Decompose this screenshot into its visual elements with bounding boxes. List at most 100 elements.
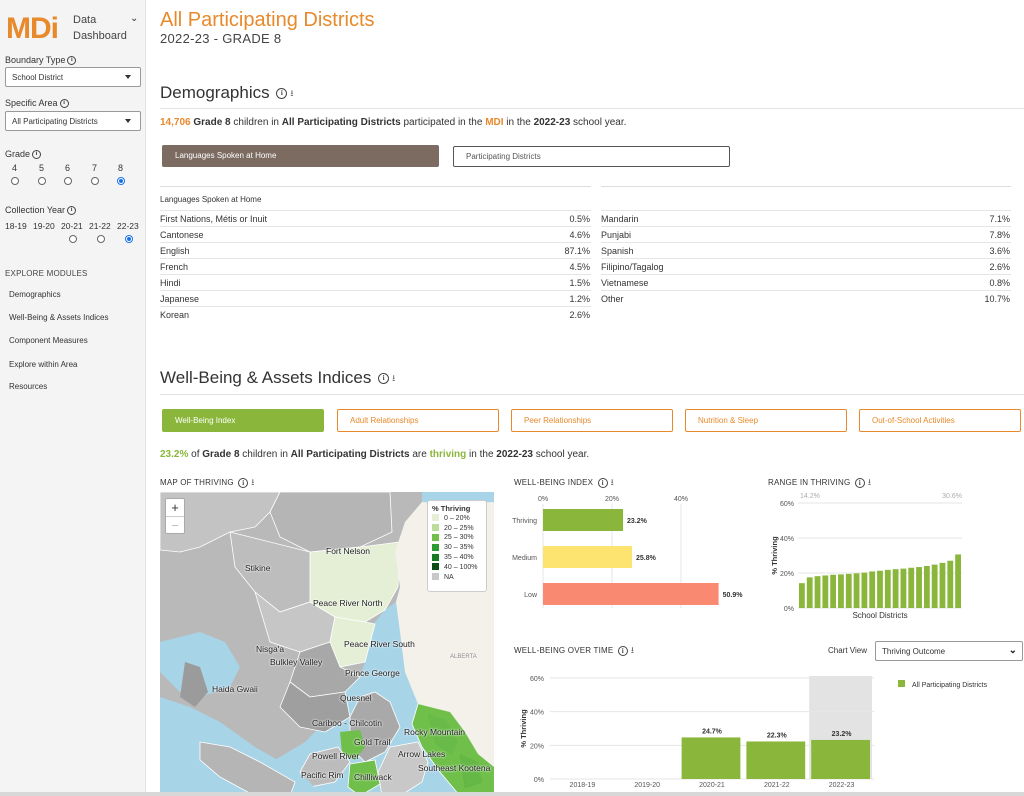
info-icon[interactable]: i	[59, 99, 69, 109]
y-tick-label: 40%	[530, 710, 544, 717]
grade-radio-6[interactable]	[64, 177, 72, 185]
legend-swatch	[432, 514, 439, 522]
info-icon[interactable]: i	[378, 373, 390, 385]
download-icon[interactable]: ⭳	[251, 477, 255, 487]
language-percent: 3.6%	[989, 246, 1010, 256]
dropdown-arrow-icon	[125, 119, 131, 123]
category-label: Thriving	[512, 518, 537, 525]
legend-entry: 30 – 35%	[432, 543, 482, 553]
specific-area-select[interactable]: All Participating Districts	[5, 111, 141, 131]
language-name: Other	[601, 294, 624, 304]
legend-entry: 20 – 25%	[432, 524, 482, 534]
nav-explore-within-area[interactable]: Explore within Area	[9, 360, 78, 369]
tab-peer-relationships[interactable]: Peer Relationships	[511, 409, 673, 432]
data-label: 22.3%	[767, 732, 788, 739]
map-label: Peace River North	[313, 598, 383, 608]
category-label: Low	[524, 592, 538, 599]
dropdown-arrow-icon	[125, 75, 131, 79]
year-radio-22-23[interactable]	[125, 235, 133, 243]
tab-nutrition-sleep[interactable]: Nutrition & Sleep	[685, 409, 847, 432]
grade-option-label: 6	[65, 163, 71, 173]
info-icon[interactable]: i	[597, 478, 608, 488]
map-label: Peace River South	[344, 639, 415, 649]
grade-radio-7[interactable]	[91, 177, 99, 185]
range-bar	[884, 569, 891, 608]
grade-radio-4[interactable]	[11, 177, 19, 185]
legend-swatch	[432, 553, 439, 561]
language-percent: 7.1%	[989, 214, 1010, 224]
info-icon[interactable]: i	[276, 88, 288, 100]
zoom-in-button[interactable]: +	[171, 500, 179, 515]
language-name: Japanese	[160, 294, 200, 304]
thriving-map[interactable]: Fort Nelson Stikine Peace River North Ni…	[160, 492, 494, 796]
info-icon[interactable]: i	[238, 478, 249, 488]
legend-label: 35 – 40%	[444, 553, 474, 561]
y-tick-label: 0%	[784, 606, 794, 613]
language-name: Spanish	[601, 246, 634, 256]
nav-resources[interactable]: Resources	[9, 382, 48, 391]
language-percent: 0.8%	[989, 278, 1010, 288]
legend-entry: NA	[432, 573, 482, 583]
year-radio-20-21[interactable]	[69, 235, 77, 243]
divider	[160, 108, 1024, 109]
info-icon[interactable]: i	[67, 56, 77, 66]
language-name: Vietnamese	[601, 278, 649, 288]
map-label: Powell River	[312, 751, 360, 761]
time-title: WELL-BEING OVER TIME i ⭳	[514, 643, 634, 659]
tab-participating-districts[interactable]: Participating Districts	[453, 146, 730, 167]
table-row: English 87.1%	[160, 242, 591, 258]
legend-swatch	[432, 524, 439, 532]
legend-swatch	[898, 680, 905, 687]
download-icon[interactable]: ⭳	[610, 477, 615, 487]
chart-view-select[interactable]: Thriving Outcome ⌄	[875, 641, 1023, 661]
download-icon[interactable]: ⭳	[392, 372, 396, 383]
collection-year-label: Collection Year i	[5, 205, 77, 216]
info-icon[interactable]: i	[32, 150, 42, 160]
x-tick-label: 20%	[605, 496, 619, 503]
map-label: Southeast Kootena	[418, 763, 491, 773]
tab-languages-spoken[interactable]: Languages Spoken at Home	[162, 145, 439, 167]
chart-view-label: Chart View	[828, 646, 867, 655]
legend-entry: 40 – 100%	[432, 563, 482, 573]
range-bar	[947, 560, 954, 608]
info-icon[interactable]: i	[617, 646, 628, 656]
range-bar	[908, 567, 915, 608]
table-row: Cantonese 4.6%	[160, 226, 591, 242]
table-header	[601, 186, 1011, 210]
legend-label: NA	[444, 573, 454, 581]
language-name: Hindi	[160, 278, 181, 288]
nav-demographics[interactable]: Demographics	[9, 290, 61, 299]
y-tick-label: 60%	[530, 676, 544, 683]
tab-adult-relationships[interactable]: Adult Relationships	[337, 409, 499, 432]
time-bar	[811, 739, 870, 779]
legend-swatch	[432, 543, 439, 551]
nav-component-measures[interactable]: Component Measures	[9, 336, 88, 345]
range-bar	[814, 576, 821, 608]
legend-label: 20 – 25%	[444, 524, 474, 532]
chevron-down-icon[interactable]: ⌄	[130, 13, 139, 24]
language-percent: 2.6%	[989, 262, 1010, 272]
sidebar: MDi Data Dashboard ⌄ Boundary Type i Scho…	[0, 0, 146, 796]
year-radio-21-22[interactable]	[97, 235, 105, 243]
grade-radio-5[interactable]	[38, 177, 46, 185]
map-legend: % Thriving 0 – 20% 20 – 25% 25 – 30% 30 – 3…	[427, 500, 487, 592]
boundary-type-select[interactable]: School District	[5, 67, 141, 87]
time-bar	[746, 741, 806, 779]
zoom-out-button[interactable]: −	[166, 516, 184, 533]
category-label: Medium	[512, 555, 537, 562]
download-icon[interactable]: ⭳	[630, 645, 635, 655]
download-icon[interactable]: ⭳	[290, 87, 294, 98]
table-row: Punjabi 7.8%	[601, 226, 1011, 242]
nav-well-being-assets[interactable]: Well-Being & Assets Indices	[9, 313, 109, 322]
info-icon[interactable]: i	[854, 478, 865, 488]
info-icon[interactable]: i	[67, 206, 77, 216]
range-bar	[861, 572, 868, 608]
legend-swatch	[432, 534, 439, 542]
download-icon[interactable]: ⭳	[867, 477, 872, 487]
tab-out-of-school-activities[interactable]: Out-of-School Activities	[859, 409, 1021, 432]
x-tick-label: 2021-22	[764, 782, 790, 789]
mdi-logo[interactable]: MDi	[6, 12, 59, 45]
grade-radio-8[interactable]	[117, 177, 125, 185]
horizontal-scrollbar[interactable]	[0, 792, 1024, 796]
tab-well-being-index[interactable]: Well-Being Index	[162, 409, 324, 432]
